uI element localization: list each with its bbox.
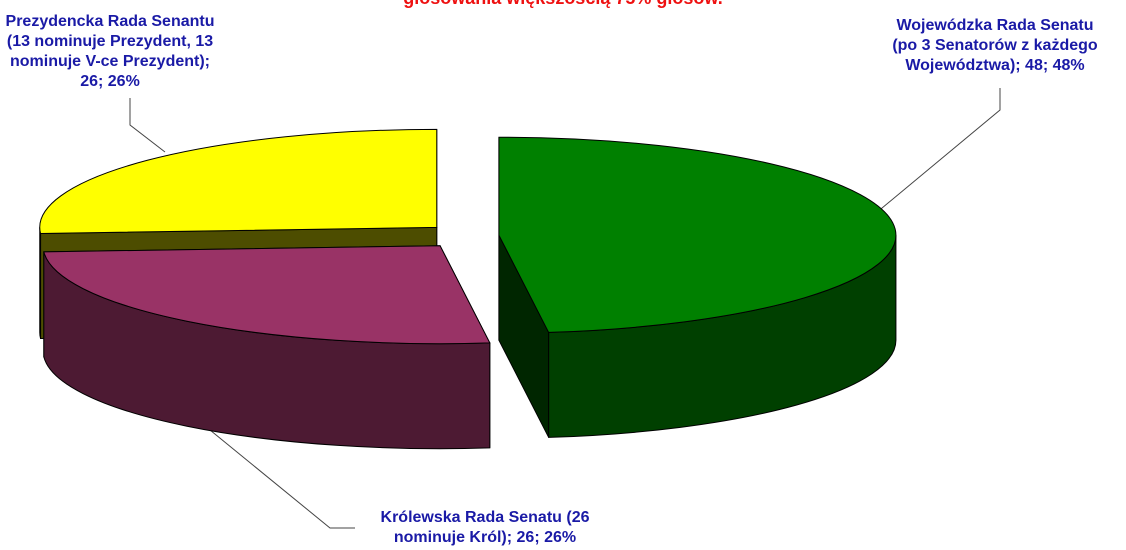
slice-side-prezydencka: [39, 227, 42, 339]
chart-title: głosowania większością 75% głosów.: [0, 0, 1126, 8]
leader-line-krolewska: [209, 429, 355, 529]
slice-label-prezydencka: Prezydencka Rada Senantu (13 nominuje Pr…: [5, 13, 215, 90]
slice-label-krolewska: Królewska Rada Senatu (26 nominuje Król)…: [380, 509, 590, 546]
slice-top-prezydencka: [39, 128, 438, 235]
slice-top-wojewódzka: [498, 136, 897, 333]
leader-line-wojewodzka: [857, 88, 1001, 229]
slice-top-królewska: [43, 245, 491, 345]
slice-label-wojewodzka: Wojewódzka Rada Senatu (po 3 Senatorów z…: [892, 17, 1098, 74]
leader-line-prezydencka: [129, 98, 166, 153]
